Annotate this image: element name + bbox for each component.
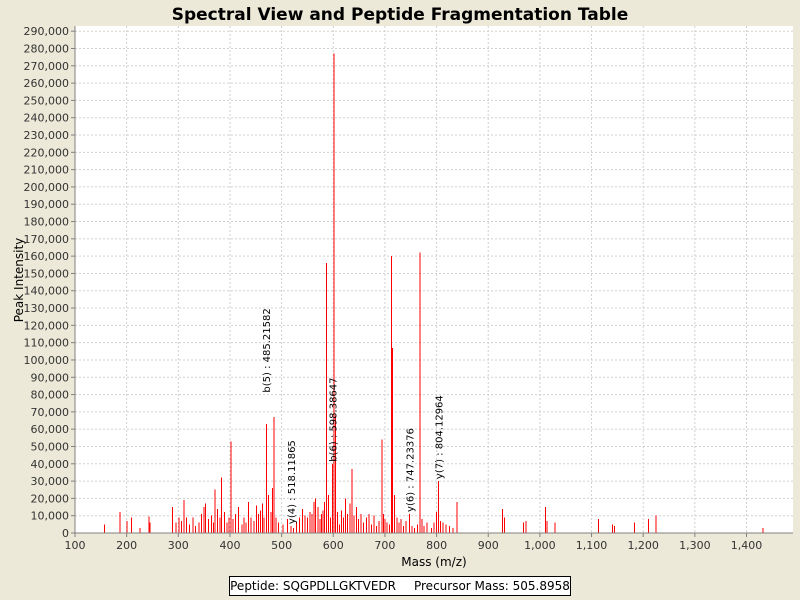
- y-tick-label: 250,000: [24, 94, 70, 107]
- y-tick-label: 220,000: [24, 146, 70, 159]
- peak-annotation-label: b(6) : 598.38647: [328, 377, 339, 461]
- x-tick-label: 800: [426, 539, 447, 552]
- x-tick-label: 400: [219, 539, 240, 552]
- x-tick-label: 900: [478, 539, 499, 552]
- y-tick-label: 150,000: [24, 267, 70, 280]
- y-tick-label: 40,000: [31, 458, 70, 471]
- y-tick-label: 260,000: [24, 77, 70, 90]
- y-axis-title: Peak Intensity: [12, 238, 26, 323]
- y-tick-label: 90,000: [31, 371, 70, 384]
- peak-bars: [103, 53, 764, 533]
- y-tick-label: 50,000: [31, 440, 70, 453]
- x-tick-label: 1,400: [731, 539, 763, 552]
- peak-annotation-label: y(6) : 747.23376: [405, 428, 416, 512]
- y-tick-label: 200,000: [24, 181, 70, 194]
- y-tick-label: 110,000: [24, 337, 70, 350]
- chart-title: Spectral View and Peptide Fragmentation …: [172, 5, 629, 25]
- y-tick-label: 80,000: [31, 389, 70, 402]
- precursor-mass-label: Precursor Mass: 505.8958: [413, 579, 570, 593]
- x-tick-label: 1,000: [524, 539, 556, 552]
- x-tick-label: 200: [116, 539, 137, 552]
- y-tick-label: 20,000: [31, 492, 70, 505]
- y-tick-label: 230,000: [24, 129, 70, 142]
- x-tick-label: 1,100: [576, 539, 608, 552]
- y-tick-label: 30,000: [31, 475, 70, 488]
- peptide-info-box: Peptide: SQGPDLLGKTVEDR Precursor Mass: …: [229, 576, 571, 596]
- x-tick-label: 500: [271, 539, 292, 552]
- y-tick-label: 130,000: [24, 302, 70, 315]
- y-tick-label: 0: [62, 527, 69, 540]
- y-tick-label: 170,000: [24, 233, 70, 246]
- y-tick-label: 140,000: [24, 285, 70, 298]
- grid-lines: [75, 26, 793, 533]
- y-tick-label: 280,000: [24, 42, 70, 55]
- peptide-label: Peptide: SQGPDLLGKTVEDR: [230, 579, 396, 593]
- y-tick-label: 70,000: [31, 406, 70, 419]
- y-tick-label: 290,000: [24, 25, 70, 38]
- y-tick-label: 60,000: [31, 423, 70, 436]
- peak-annotation-label: y(4) : 518.11865: [287, 440, 298, 524]
- y-tick-label: 180,000: [24, 216, 70, 229]
- x-tick-label: 1,300: [679, 539, 711, 552]
- axes: 0 10,000 20,000 30,000 40,000 50,000 60,000 70,…: [24, 25, 793, 552]
- x-tick-label: 1,200: [627, 539, 659, 552]
- y-tick-label: 240,000: [24, 112, 70, 125]
- y-tick-label: 190,000: [24, 198, 70, 211]
- y-tick-label: 210,000: [24, 164, 70, 177]
- y-tick-label: 10,000: [31, 510, 70, 523]
- peak-annotations: b(5) : 485.21582 y(4) : 518.11865 b(6) : 5…: [262, 308, 446, 524]
- x-axis-title: Mass (m/z): [401, 555, 466, 569]
- x-tick-label: 600: [323, 539, 344, 552]
- plot-area: [75, 26, 793, 533]
- peak-annotation-label: y(7) : 804.12964: [435, 395, 446, 479]
- peak-annotation-label: b(5) : 485.21582: [262, 308, 273, 392]
- x-tick-label: 300: [168, 539, 189, 552]
- y-tick-label: 160,000: [24, 250, 70, 263]
- y-tick-label: 120,000: [24, 319, 70, 332]
- y-tick-label: 270,000: [24, 60, 70, 73]
- y-tick-label: 100,000: [24, 354, 70, 367]
- x-tick-label: 100: [65, 539, 86, 552]
- x-tick-label: 700: [374, 539, 395, 552]
